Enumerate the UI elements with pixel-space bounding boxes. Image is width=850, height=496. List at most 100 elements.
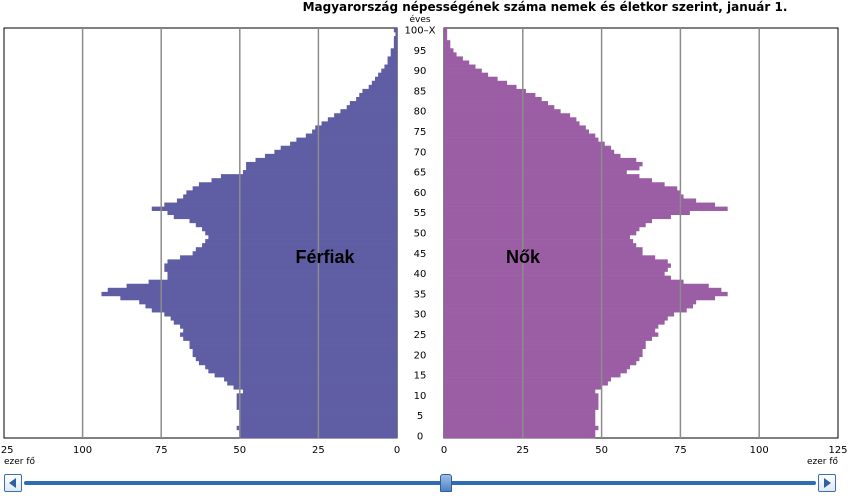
scrollbar-thumb[interactable] [440, 474, 452, 492]
bar-female-age-32 [444, 304, 694, 309]
bar-male-age-59 [183, 194, 397, 199]
bar-female-age-18 [444, 360, 637, 366]
bar-female-age-63 [444, 178, 653, 183]
bar-male-age-78 [327, 117, 397, 122]
bar-female-age-9 [444, 397, 599, 402]
bar-male-age-72 [290, 141, 397, 147]
bar-male-age-58 [176, 198, 397, 203]
bar-male-age-55 [167, 210, 397, 216]
y-tick-35: 35 [414, 289, 427, 300]
bar-female-age-55 [444, 210, 690, 216]
bar-male-age-7 [236, 405, 397, 410]
x-tick-left-125: 125 [0, 445, 14, 456]
bar-female-age-23 [444, 340, 646, 345]
bar-female-age-69 [444, 153, 621, 159]
bar-male-age-19 [195, 356, 397, 362]
bar-male-age-100 [393, 28, 397, 33]
bar-male-age-77 [321, 121, 397, 126]
bar-female-age-78 [444, 117, 577, 122]
bar-male-age-69 [264, 153, 397, 159]
bar-female-age-66 [444, 166, 640, 171]
bar-male-age-26 [183, 328, 397, 333]
bar-female-age-2 [444, 425, 599, 431]
bar-female-age-31 [444, 308, 687, 313]
scroll-right-button[interactable] [818, 474, 836, 492]
year-scrollbar[interactable] [4, 474, 838, 492]
bar-male-age-68 [255, 157, 397, 163]
bar-female-age-0 [444, 433, 596, 439]
bar-female-age-13 [444, 381, 608, 386]
bar-female-age-92 [444, 60, 470, 65]
bar-female-age-70 [444, 149, 615, 155]
bar-female-age-85 [444, 88, 526, 94]
y-tick-30: 30 [414, 310, 427, 321]
bar-male-age-81 [346, 105, 397, 110]
bar-male-age-73 [296, 137, 397, 142]
bar-male-age-45 [192, 251, 397, 256]
bar-female-age-1 [444, 429, 596, 435]
bar-female-age-35 [444, 291, 728, 297]
bar-female-age-57 [444, 202, 716, 207]
bar-female-age-73 [444, 137, 599, 142]
bar-female-age-95 [444, 48, 454, 53]
y-tick-15: 15 [414, 371, 427, 382]
bar-female-age-5 [444, 413, 596, 419]
bar-male-age-24 [183, 336, 397, 341]
x-tick-right-75: 75 [674, 445, 687, 456]
bar-female-age-54 [444, 214, 671, 220]
bar-male-age-62 [198, 182, 397, 187]
scrollbar-track[interactable] [24, 481, 816, 485]
bar-male-age-74 [305, 133, 397, 138]
y-tick-5: 5 [417, 411, 423, 422]
bar-male-age-32 [145, 304, 397, 309]
bar-female-age-67 [444, 161, 643, 167]
x-tick-right-25: 25 [516, 445, 529, 456]
bar-female-age-10 [444, 393, 599, 398]
bar-male-age-46 [195, 247, 397, 252]
bar-male-age-18 [198, 360, 397, 366]
bar-female-age-21 [444, 348, 643, 354]
bar-female-age-45 [444, 251, 643, 256]
bar-male-age-8 [236, 401, 397, 406]
bar-female-age-44 [444, 255, 656, 260]
x-tick-left-0: 0 [394, 445, 400, 456]
bar-female-age-75 [444, 129, 589, 134]
bar-female-age-41 [444, 267, 668, 272]
y-tick-100: 100–X [405, 26, 436, 37]
y-tick-65: 65 [414, 168, 427, 179]
bar-male-age-96 [393, 44, 397, 49]
bar-female-age-48 [444, 239, 634, 244]
scroll-left-button[interactable] [4, 474, 22, 492]
bar-male-age-64 [220, 174, 397, 179]
bar-male-age-94 [390, 52, 397, 57]
bar-female-age-96 [444, 44, 451, 49]
bar-female-age-71 [444, 145, 612, 151]
y-tick-80: 80 [414, 107, 427, 118]
bar-male-age-33 [139, 299, 397, 305]
bar-female-age-87 [444, 80, 508, 86]
x-tick-left-75: 75 [155, 445, 168, 456]
bar-male-age-34 [120, 295, 397, 301]
bar-female-age-6 [444, 409, 596, 414]
bar-female-age-20 [444, 352, 643, 358]
x-tick-right-125: 125 [828, 445, 847, 456]
bar-male-age-75 [312, 129, 397, 134]
y-tick-95: 95 [414, 46, 427, 57]
y-tick-75: 75 [414, 127, 427, 138]
bar-male-age-82 [349, 101, 397, 106]
bar-female-age-53 [444, 218, 653, 224]
bar-male-age-44 [180, 255, 397, 260]
bar-female-age-47 [444, 243, 637, 248]
bar-male-age-10 [236, 393, 397, 398]
bar-female-age-86 [444, 84, 517, 90]
y-tick-45: 45 [414, 249, 427, 260]
y-tick-60: 60 [414, 188, 427, 199]
bar-male-age-65 [242, 170, 397, 175]
bar-female-age-79 [444, 113, 571, 118]
bar-male-age-84 [359, 92, 397, 98]
bar-male-age-38 [148, 279, 397, 285]
bar-female-age-81 [444, 105, 555, 110]
x-tick-right-100: 100 [750, 445, 769, 456]
bar-female-age-93 [444, 56, 463, 61]
